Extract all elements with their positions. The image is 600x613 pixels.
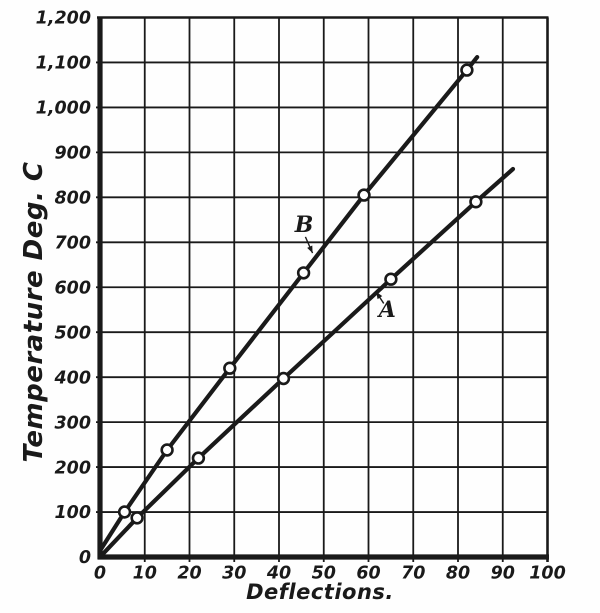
series-annotations: BA [294,212,396,323]
x-axis-title: Deflections. [246,580,394,604]
series-B-point [357,188,371,202]
grid [96,17,548,562]
y-axis-title: Temperature Deg. C [19,161,49,462]
series-A-point [469,195,483,209]
y-tick-label: 600 [54,278,91,298]
y-tick-label: 800 [54,189,91,209]
y-tick-label: 500 [54,323,91,343]
y-tick-label: 1,200 [36,9,91,29]
y-tick-label: 300 [54,413,91,433]
y-tick-label: 1,100 [36,54,91,74]
series-A-point [191,451,206,465]
y-tick-label: 100 [54,503,91,523]
x-tick-label: 90 [491,564,515,584]
series-A-point [384,272,398,286]
y-tick-label: 400 [53,368,91,388]
x-tick-label: 60 [356,564,380,584]
x-tick-label: 0 [94,564,106,584]
x-tick-label: 50 [312,564,336,584]
x-tick-label: 70 [401,564,425,584]
y-tick-label: 0 [79,548,91,568]
x-tick-label: 40 [266,564,291,584]
series-A-arrowhead [376,291,383,300]
series-A-point [130,511,144,525]
series-B-point [117,505,132,519]
axes [97,16,549,562]
x-tick-label: 30 [222,564,246,584]
y-tick-label: 200 [54,458,91,478]
series-B-point [460,63,474,77]
y-tick-label: 1,000 [36,99,91,119]
y-tick-label: 900 [54,144,91,164]
series [97,54,516,560]
series-A-point [276,371,291,386]
x-tick-label: 80 [446,564,470,584]
x-tick-label: 100 [529,564,566,584]
series-B-line [97,54,480,553]
y-tick-label: 700 [54,234,91,254]
series-B-point [223,361,237,375]
x-tick-label: 10 [133,564,157,584]
series-B-arrowhead [307,245,313,254]
series-B-label: B [294,212,314,238]
x-tick-label: 20 [177,564,201,584]
series-A-label: A [377,297,396,323]
tick-labels: 01002003004005006007008009001,0001,1001,… [36,9,566,584]
series-B-point [296,266,311,280]
series-B-point [160,443,174,457]
